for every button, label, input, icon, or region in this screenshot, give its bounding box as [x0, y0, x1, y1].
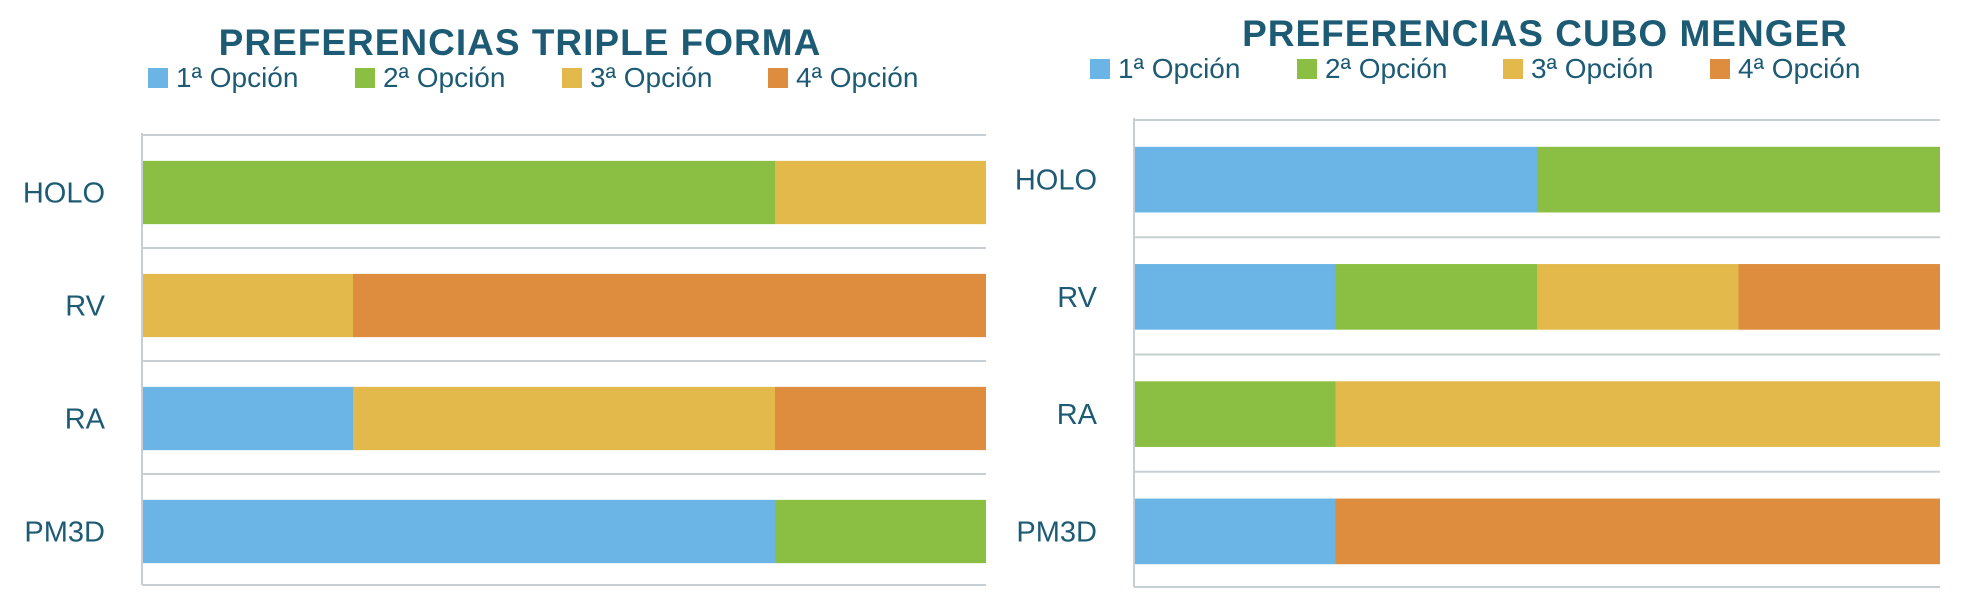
bar-segment	[775, 499, 986, 564]
legend-swatch	[1090, 59, 1110, 79]
bar-segment	[1537, 146, 1940, 213]
legend-swatch	[768, 68, 788, 88]
bar-segment	[1134, 498, 1336, 565]
chart-title: PREFERENCIAS CUBO MENGER	[1242, 13, 1848, 54]
bar-segment	[1134, 381, 1336, 447]
category-label: RV	[1057, 282, 1097, 314]
category-label: RA	[65, 404, 106, 436]
category-label: RA	[1057, 399, 1098, 431]
legend-label: 2ª Opción	[383, 62, 505, 93]
legend-label: 4ª Opción	[796, 62, 918, 93]
bar-segment	[1134, 264, 1336, 330]
bar-segment	[1738, 264, 1940, 330]
legend-swatch	[1297, 59, 1317, 79]
bar-segment	[142, 499, 775, 564]
bar-segment	[142, 160, 775, 225]
bar-segment	[775, 386, 986, 451]
chart-title: PREFERENCIAS TRIPLE FORMA	[219, 22, 822, 63]
legend-swatch	[355, 68, 375, 88]
legend-label: 3ª Opción	[1531, 53, 1653, 84]
legend-swatch	[148, 68, 168, 88]
bar-segment	[142, 386, 353, 451]
bar-segment	[353, 273, 986, 338]
legend-label: 1ª Opción	[176, 62, 298, 93]
legend-label: 4ª Opción	[1738, 53, 1860, 84]
category-label: HOLO	[23, 178, 105, 210]
bar-segment	[1335, 498, 1940, 565]
bar-segment	[775, 160, 986, 225]
category-label: RV	[65, 291, 105, 323]
legend-label: 1ª Opción	[1118, 53, 1240, 84]
bar-segment	[353, 386, 775, 451]
category-label: PM3D	[1016, 516, 1097, 548]
category-label: HOLO	[1015, 165, 1097, 197]
category-label: PM3D	[24, 517, 105, 549]
legend-label: 3ª Opción	[590, 62, 712, 93]
bar-segment	[142, 273, 353, 338]
bar-segment	[1335, 381, 1940, 447]
legend-swatch	[1503, 59, 1523, 79]
legend-label: 2ª Opción	[1325, 53, 1447, 84]
bar-segment	[1537, 264, 1739, 330]
legend-swatch	[562, 68, 582, 88]
bar-segment	[1134, 146, 1537, 213]
bar-segment	[1335, 264, 1537, 330]
legend-swatch	[1710, 59, 1730, 79]
